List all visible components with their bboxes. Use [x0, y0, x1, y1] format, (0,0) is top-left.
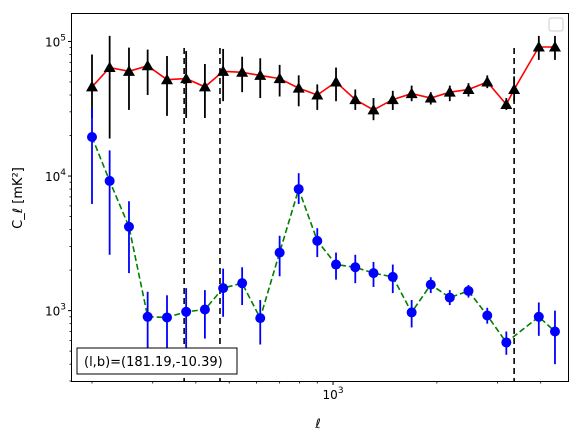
series-1-point-14	[350, 262, 361, 273]
y-tick-label-1-exponent: 4	[60, 168, 66, 178]
y-tick-label-2-exponent: 5	[60, 33, 66, 43]
series-1-point-23	[533, 311, 544, 322]
series-0-point-8	[236, 66, 249, 77]
x-axis-label: ℓ	[314, 417, 320, 432]
series-0-point-15	[367, 103, 380, 115]
series-0-line	[91, 46, 555, 111]
axes-frame	[71, 13, 569, 382]
y-tick-label-1-base: 10	[45, 170, 60, 184]
series-0-point-14	[349, 93, 362, 105]
series-0-point-13	[330, 75, 343, 87]
y-axis-label: C_ℓ [mK²]	[11, 167, 26, 229]
series-1-point-8	[237, 278, 248, 289]
series-0-point-17	[405, 87, 418, 99]
series-1-point-7	[218, 283, 229, 294]
series-1-point-22	[501, 337, 512, 348]
series-1-point-4	[162, 312, 173, 323]
series-0-point-5	[180, 72, 193, 84]
series-0-point-16	[386, 93, 399, 105]
series-0-point-2	[122, 65, 135, 76]
series-1-point-13	[331, 259, 342, 270]
series-1-point-18	[425, 279, 436, 290]
series-0-point-7	[217, 65, 230, 76]
series-1-point-15	[368, 268, 379, 279]
plot-area	[85, 35, 561, 381]
series-0-point-19	[443, 86, 456, 97]
series-0-point-0	[85, 80, 98, 92]
series-1-point-1	[104, 175, 115, 186]
series-0-point-20	[462, 83, 475, 94]
series-1-point-19	[444, 292, 455, 303]
series-1-point-6	[199, 304, 210, 315]
series-1-point-10	[274, 247, 285, 258]
y-tick-label-2: 105	[45, 33, 66, 49]
annotation-text: (l,b)=(181.19,-10.39)	[84, 355, 223, 370]
series-1-point-5	[181, 306, 192, 317]
series-1-point-17	[406, 307, 417, 318]
y-tick-label-0: 103	[45, 303, 66, 319]
series-1-point-20	[463, 285, 474, 296]
series-1-point-21	[482, 310, 493, 321]
series-1-point-24	[549, 326, 560, 337]
series-0-point-9	[254, 69, 267, 80]
series-1-point-2	[123, 221, 134, 232]
x-tick-label: 103	[323, 386, 344, 402]
series-0-point-24	[532, 40, 545, 52]
series-0-point-10	[273, 72, 286, 84]
x-tick-label-exponent: 3	[338, 386, 344, 396]
series-1-point-16	[387, 271, 398, 282]
series-0-point-23	[508, 83, 521, 94]
series-0-point-1	[103, 61, 116, 73]
series-0-point-4	[161, 73, 174, 85]
series-0-point-18	[424, 92, 437, 103]
series-1-point-11	[293, 184, 304, 195]
y-tick-label-0-base: 10	[45, 305, 60, 319]
y-tick-label-2-base: 10	[45, 35, 60, 49]
annotation-box: (l,b)=(181.19,-10.39)	[76, 347, 238, 375]
series-0-point-12	[311, 89, 324, 100]
series-1-point-12	[312, 235, 323, 246]
series-0-point-3	[141, 59, 154, 71]
series-0-point-21	[481, 75, 494, 87]
series-0-point-25	[548, 40, 561, 52]
y-tick-label-0-exponent: 3	[60, 303, 66, 313]
series-1-point-9	[255, 313, 266, 324]
series-0-point-11	[292, 82, 305, 93]
series-1-point-3	[142, 311, 153, 322]
legend-box	[548, 17, 564, 32]
x-tick-label-base: 10	[323, 388, 338, 402]
series-1-point-0	[86, 132, 97, 143]
series-0-point-22	[500, 98, 513, 110]
series-0-point-6	[198, 80, 211, 92]
y-tick-label-1: 104	[45, 168, 66, 184]
